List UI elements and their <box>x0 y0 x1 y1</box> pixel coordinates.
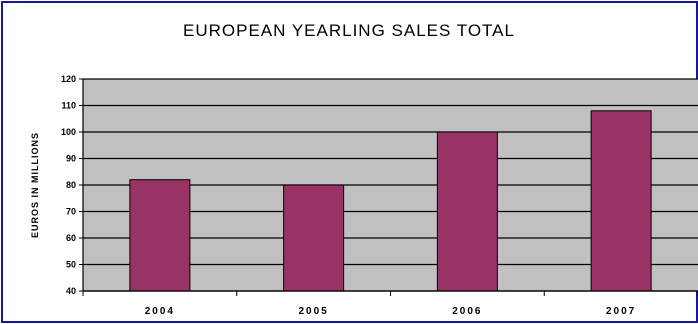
y-tick-label: 90 <box>66 154 76 164</box>
x-tick-label: 2006 <box>452 306 482 317</box>
x-tick-label: 2005 <box>299 306 329 317</box>
bar-2007 <box>590 110 652 292</box>
y-tick-label: 80 <box>66 180 76 190</box>
bar-2006 <box>436 131 498 292</box>
bar-2005 <box>283 184 345 292</box>
y-axis-label: EUROS IN MILLIONS <box>30 132 40 238</box>
x-tick-label: 2004 <box>145 306 175 317</box>
y-tick-label: 100 <box>61 127 76 137</box>
y-tick-label: 50 <box>66 260 76 270</box>
y-tick-label: 60 <box>66 233 76 243</box>
y-tick-label: 40 <box>66 286 76 296</box>
x-tick-label: 2007 <box>606 306 636 317</box>
y-tick-label: 70 <box>66 207 76 217</box>
bar-2004 <box>129 179 191 292</box>
y-tick-label: 120 <box>61 74 76 84</box>
chart-title: EUROPEAN YEARLING SALES TOTAL <box>183 21 515 40</box>
y-tick-label: 110 <box>61 101 76 111</box>
